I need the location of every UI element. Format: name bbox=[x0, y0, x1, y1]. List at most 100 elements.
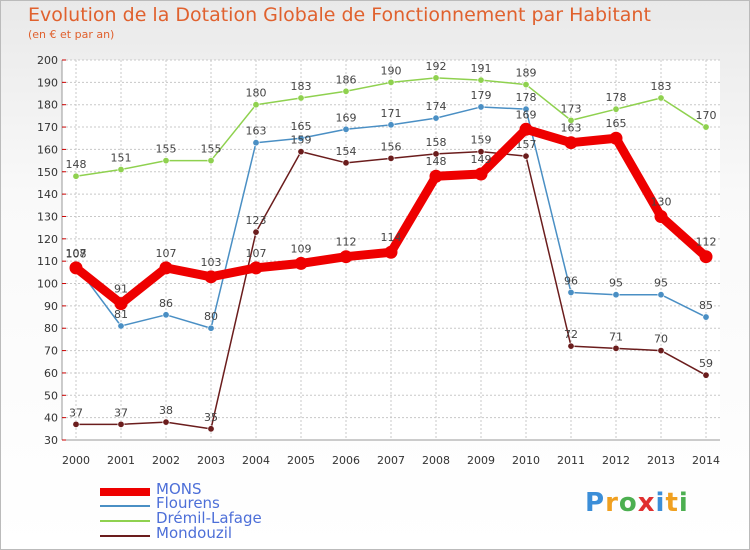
data-point-flourens bbox=[207, 324, 215, 332]
legend-label-mondouzil: Mondouzil bbox=[156, 524, 233, 542]
data-label-mondouzil: 158 bbox=[426, 136, 447, 149]
data-point-dremil-lafage bbox=[567, 116, 575, 124]
data-point-mondouzil bbox=[162, 418, 170, 426]
legend-item-mondouzil[interactable]: Mondouzil bbox=[100, 524, 360, 543]
data-label-dremil-lafage: 190 bbox=[381, 64, 402, 77]
data-label-mondouzil: 156 bbox=[381, 140, 402, 153]
data-label-mondouzil: 123 bbox=[246, 214, 267, 227]
y-tick-label: 180 bbox=[37, 99, 58, 112]
data-label-flourens: 95 bbox=[654, 277, 668, 290]
y-tick-label: 190 bbox=[37, 76, 58, 89]
data-label-mons: 103 bbox=[201, 256, 222, 269]
data-point-dremil-lafage bbox=[207, 157, 215, 165]
y-tick-label: 70 bbox=[44, 345, 58, 358]
data-label-mons: 169 bbox=[516, 108, 537, 121]
data-label-dremil-lafage: 183 bbox=[291, 80, 312, 93]
legend-item-mons[interactable]: MONS bbox=[100, 480, 360, 499]
data-point-flourens bbox=[657, 291, 665, 299]
data-label-mons: 148 bbox=[426, 155, 447, 168]
data-label-dremil-lafage: 151 bbox=[111, 152, 132, 165]
data-label-dremil-lafage: 186 bbox=[336, 73, 357, 86]
data-label-mondouzil: 38 bbox=[159, 404, 173, 417]
data-label-dremil-lafage: 173 bbox=[561, 102, 582, 115]
legend-swatch-dremil-lafage bbox=[100, 520, 150, 522]
data-point-mondouzil bbox=[117, 420, 125, 428]
data-point-flourens bbox=[477, 103, 485, 111]
data-point-mons bbox=[609, 131, 623, 145]
data-label-mondouzil: 37 bbox=[69, 406, 83, 419]
data-point-mondouzil bbox=[207, 425, 215, 433]
y-tick-label: 60 bbox=[44, 367, 58, 380]
data-point-dremil-lafage bbox=[72, 172, 80, 180]
x-tick-label: 2009 bbox=[467, 454, 495, 467]
data-point-dremil-lafage bbox=[522, 81, 530, 89]
data-point-flourens bbox=[297, 134, 305, 142]
legend-item-dremil-lafage[interactable]: Drémil-Lafage bbox=[100, 509, 360, 528]
data-point-mons bbox=[249, 261, 263, 275]
logo-letter: x bbox=[637, 488, 656, 518]
data-label-dremil-lafage: 192 bbox=[426, 60, 447, 73]
data-label-dremil-lafage: 155 bbox=[156, 143, 177, 156]
data-point-dremil-lafage bbox=[162, 157, 170, 165]
data-point-flourens bbox=[162, 311, 170, 319]
x-tick-label: 2012 bbox=[602, 454, 630, 467]
x-tick-label: 2007 bbox=[377, 454, 405, 467]
legend-swatch-mons bbox=[100, 488, 150, 496]
data-label-mondouzil: 157 bbox=[516, 138, 537, 151]
y-tick-label: 40 bbox=[44, 412, 58, 425]
x-tick-label: 2000 bbox=[62, 454, 90, 467]
data-label-mondouzil: 159 bbox=[471, 134, 492, 147]
data-label-flourens: 81 bbox=[114, 308, 128, 321]
x-tick-label: 2011 bbox=[557, 454, 585, 467]
data-point-mons bbox=[519, 122, 533, 136]
data-point-mons bbox=[384, 245, 398, 259]
legend-label-mons: MONS bbox=[156, 480, 202, 498]
data-label-mondouzil: 72 bbox=[564, 328, 578, 341]
legend-label-flourens: Flourens bbox=[156, 494, 220, 512]
data-point-dremil-lafage bbox=[702, 123, 710, 131]
legend-label-dremil-lafage: Drémil-Lafage bbox=[156, 509, 262, 527]
data-label-flourens: 169 bbox=[336, 111, 357, 124]
data-point-mons bbox=[429, 169, 443, 183]
data-point-mondouzil bbox=[567, 342, 575, 350]
data-label-mondouzil: 37 bbox=[114, 406, 128, 419]
data-point-mons bbox=[69, 261, 83, 275]
data-label-mons: 107 bbox=[66, 247, 87, 260]
x-tick-label: 2010 bbox=[512, 454, 540, 467]
data-point-flourens bbox=[117, 322, 125, 330]
proxiti-logo: Proxiti bbox=[585, 488, 689, 518]
chart-title: Evolution de la Dotation Globale de Fonc… bbox=[28, 4, 651, 26]
data-point-mondouzil bbox=[702, 371, 710, 379]
data-label-mons: 107 bbox=[246, 247, 267, 260]
data-label-mons: 109 bbox=[291, 242, 312, 255]
data-label-mons: 163 bbox=[561, 122, 582, 135]
data-point-flourens bbox=[567, 288, 575, 296]
data-point-mons bbox=[114, 297, 128, 311]
data-point-dremil-lafage bbox=[117, 166, 125, 174]
data-label-dremil-lafage: 148 bbox=[66, 158, 87, 171]
legend-item-flourens[interactable]: Flourens bbox=[100, 494, 360, 513]
data-label-dremil-lafage: 155 bbox=[201, 143, 222, 156]
data-label-dremil-lafage: 183 bbox=[651, 80, 672, 93]
data-point-mondouzil bbox=[477, 148, 485, 156]
x-tick-label: 2008 bbox=[422, 454, 450, 467]
data-point-flourens bbox=[252, 139, 260, 147]
data-label-dremil-lafage: 170 bbox=[696, 109, 717, 122]
data-label-flourens: 80 bbox=[204, 310, 218, 323]
x-tick-label: 2006 bbox=[332, 454, 360, 467]
data-point-dremil-lafage bbox=[387, 78, 395, 86]
x-tick-label: 2013 bbox=[647, 454, 675, 467]
data-label-mons: 130 bbox=[651, 195, 672, 208]
data-label-mondouzil: 59 bbox=[699, 357, 713, 370]
data-label-mondouzil: 154 bbox=[336, 145, 357, 158]
data-label-flourens: 178 bbox=[516, 91, 537, 104]
data-point-mons bbox=[474, 167, 488, 181]
data-label-mondouzil: 35 bbox=[204, 411, 218, 424]
x-tick-label: 2003 bbox=[197, 454, 225, 467]
data-label-mons: 107 bbox=[156, 247, 177, 260]
y-tick-label: 90 bbox=[44, 300, 58, 313]
data-label-flourens: 95 bbox=[609, 277, 623, 290]
x-tick-label: 2002 bbox=[152, 454, 180, 467]
data-label-flourens: 174 bbox=[426, 100, 447, 113]
